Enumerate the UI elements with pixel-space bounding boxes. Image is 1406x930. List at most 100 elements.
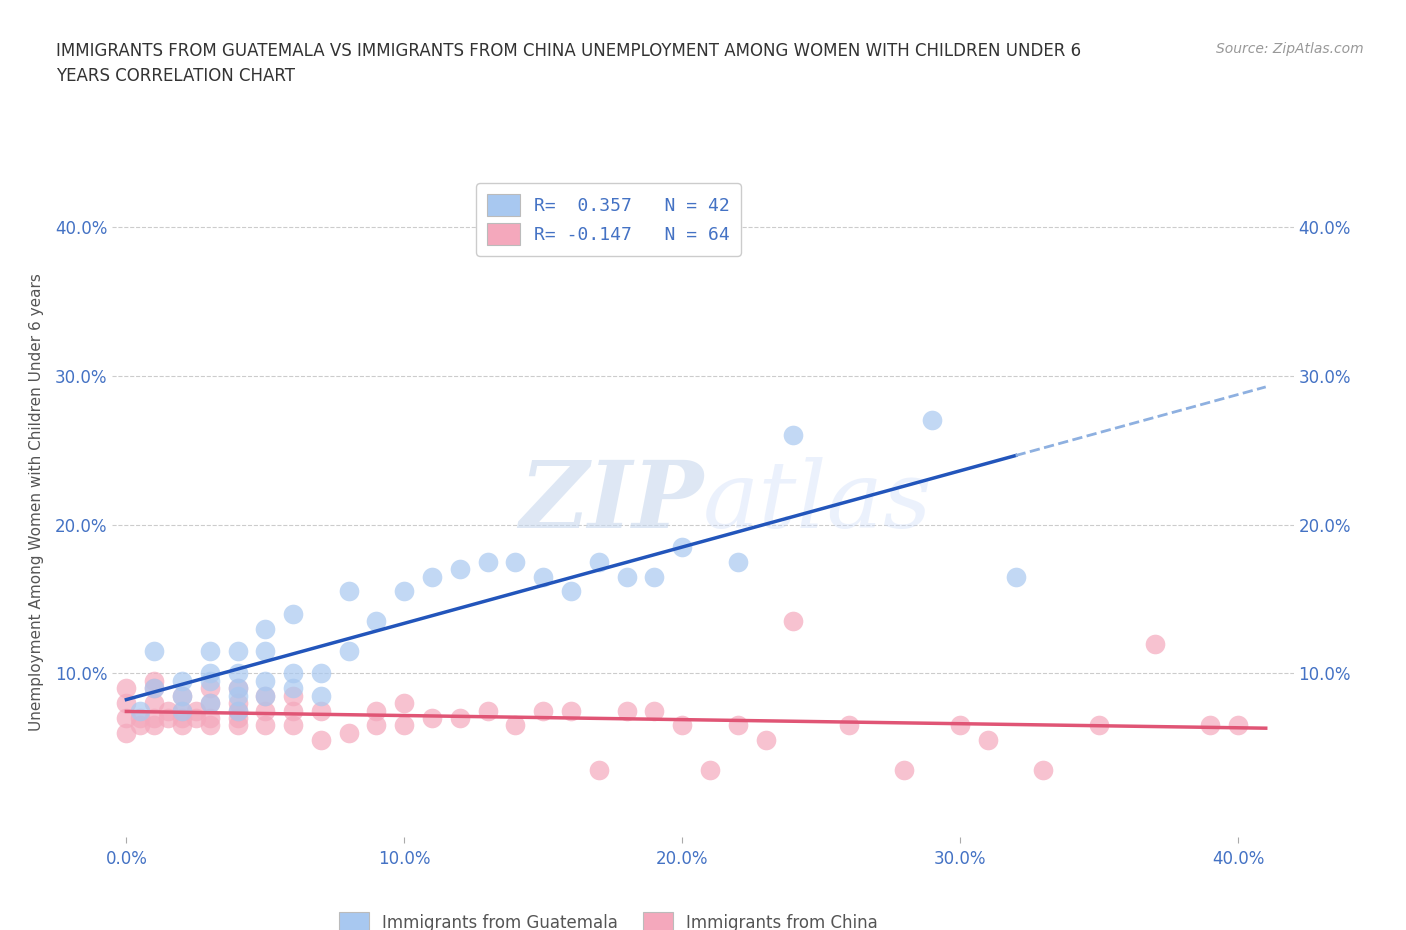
Point [727, 554, 749, 569]
Point [143, 644, 166, 658]
Point [184, 711, 207, 725]
Point [1004, 569, 1026, 584]
Point [170, 703, 193, 718]
Point [129, 718, 152, 733]
Point [129, 703, 152, 718]
Point [226, 681, 249, 696]
Point [366, 718, 388, 733]
Point [254, 644, 277, 658]
Point [449, 711, 471, 725]
Point [254, 621, 277, 636]
Point [643, 703, 665, 718]
Text: YEARS CORRELATION CHART: YEARS CORRELATION CHART [56, 67, 295, 85]
Point [394, 696, 416, 711]
Point [198, 666, 221, 681]
Point [337, 644, 360, 658]
Point [157, 703, 180, 718]
Point [838, 718, 860, 733]
Text: ZIP: ZIP [519, 458, 703, 547]
Point [420, 711, 443, 725]
Point [949, 718, 972, 733]
Point [254, 673, 277, 688]
Point [115, 681, 138, 696]
Point [366, 614, 388, 629]
Point [754, 733, 776, 748]
Point [143, 711, 166, 725]
Point [588, 554, 610, 569]
Point [143, 673, 166, 688]
Text: IMMIGRANTS FROM GUATEMALA VS IMMIGRANTS FROM CHINA UNEMPLOYMENT AMONG WOMEN WITH: IMMIGRANTS FROM GUATEMALA VS IMMIGRANTS … [56, 42, 1081, 60]
Point [588, 763, 610, 777]
Text: atlas: atlas [703, 458, 932, 547]
Point [560, 584, 582, 599]
Point [616, 703, 638, 718]
Point [254, 688, 277, 703]
Point [226, 644, 249, 658]
Point [560, 703, 582, 718]
Point [198, 673, 221, 688]
Point [170, 703, 193, 718]
Point [254, 703, 277, 718]
Point [394, 718, 416, 733]
Point [226, 696, 249, 711]
Point [115, 696, 138, 711]
Point [143, 681, 166, 696]
Point [254, 718, 277, 733]
Point [226, 718, 249, 733]
Legend: Immigrants from Guatemala, Immigrants from China: Immigrants from Guatemala, Immigrants fr… [332, 906, 884, 930]
Point [671, 539, 693, 554]
Point [226, 703, 249, 718]
Point [281, 666, 304, 681]
Point [129, 711, 152, 725]
Point [337, 584, 360, 599]
Point [1226, 718, 1249, 733]
Point [921, 413, 943, 428]
Point [727, 718, 749, 733]
Point [254, 688, 277, 703]
Point [505, 718, 527, 733]
Point [198, 681, 221, 696]
Point [170, 688, 193, 703]
Point [420, 569, 443, 584]
Point [226, 681, 249, 696]
Point [143, 718, 166, 733]
Point [170, 711, 193, 725]
Point [281, 703, 304, 718]
Point [281, 688, 304, 703]
Point [226, 688, 249, 703]
Point [643, 569, 665, 584]
Point [281, 606, 304, 621]
Point [281, 718, 304, 733]
Point [226, 703, 249, 718]
Point [1032, 763, 1054, 777]
Point [505, 554, 527, 569]
Point [226, 711, 249, 725]
Point [893, 763, 915, 777]
Point [143, 696, 166, 711]
Point [157, 711, 180, 725]
Point [337, 725, 360, 740]
Point [309, 703, 332, 718]
Point [115, 725, 138, 740]
Point [115, 711, 138, 725]
Point [198, 644, 221, 658]
Point [616, 569, 638, 584]
Point [531, 703, 554, 718]
Point [170, 718, 193, 733]
Point [394, 584, 416, 599]
Point [782, 614, 804, 629]
Point [671, 718, 693, 733]
Point [198, 718, 221, 733]
Point [449, 562, 471, 577]
Point [782, 428, 804, 443]
Point [977, 733, 1000, 748]
Point [184, 703, 207, 718]
Point [309, 666, 332, 681]
Point [170, 688, 193, 703]
Point [198, 711, 221, 725]
Point [477, 703, 499, 718]
Y-axis label: Unemployment Among Women with Children Under 6 years: Unemployment Among Women with Children U… [30, 273, 44, 731]
Point [1088, 718, 1111, 733]
Point [309, 688, 332, 703]
Text: Source: ZipAtlas.com: Source: ZipAtlas.com [1216, 42, 1364, 56]
